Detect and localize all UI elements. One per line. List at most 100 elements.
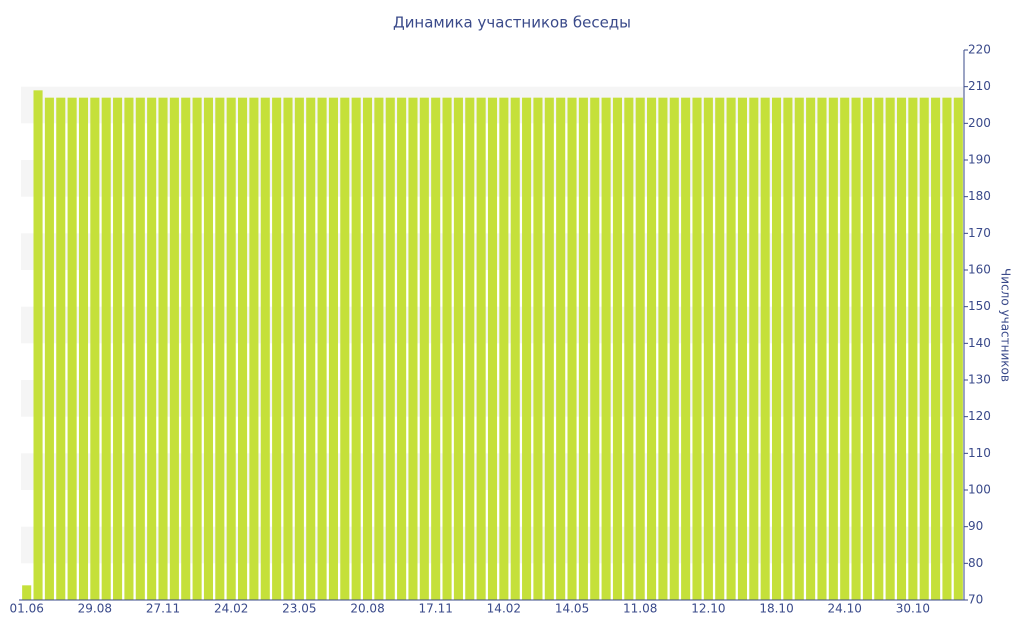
bar: [419, 97, 429, 601]
bar: [169, 97, 179, 601]
bar: [487, 97, 498, 601]
y-tick-label: 220: [968, 43, 991, 57]
bar: [351, 97, 361, 601]
bar: [294, 97, 304, 601]
bar: [749, 97, 759, 601]
x-tick-label: 12.10: [691, 602, 725, 616]
bar: [522, 97, 532, 601]
bar: [442, 97, 452, 601]
bar: [215, 97, 225, 601]
bar: [760, 97, 770, 601]
bar: [408, 97, 418, 601]
bar: [78, 97, 89, 601]
bar: [885, 97, 895, 601]
bar: [783, 97, 793, 601]
bar: [44, 97, 54, 601]
bar: [362, 97, 373, 601]
bar: [647, 97, 657, 601]
y-tick-label: 210: [968, 79, 991, 93]
bar: [181, 97, 191, 601]
bar: [238, 97, 248, 601]
x-tick-label: 01.06: [10, 602, 44, 616]
bar: [317, 97, 327, 601]
bar: [771, 97, 782, 601]
bar: [896, 97, 907, 601]
x-tick-label: 14.02: [487, 602, 521, 616]
bar: [806, 97, 816, 601]
bar: [908, 97, 918, 601]
bar: [556, 97, 566, 601]
bar: [476, 97, 486, 601]
y-tick-label: 90: [968, 519, 983, 533]
bar: [453, 97, 463, 601]
y-tick-label: 140: [968, 336, 991, 350]
bar: [124, 97, 134, 601]
x-tick-label: 14.05: [555, 602, 589, 616]
bar: [703, 97, 713, 601]
bar: [851, 97, 861, 601]
bar: [147, 97, 157, 601]
x-tick-label: 20.08: [350, 602, 384, 616]
bar: [737, 97, 747, 601]
x-tick-label: 11.08: [623, 602, 657, 616]
bar: [692, 97, 702, 601]
bar: [192, 97, 202, 601]
bar: [590, 97, 600, 601]
bar: [862, 97, 872, 601]
bar: [135, 97, 145, 601]
bar: [669, 97, 679, 601]
bar: [226, 97, 236, 601]
bar: [272, 97, 282, 601]
bar: [385, 97, 395, 601]
bar: [340, 97, 350, 601]
bar: [794, 97, 804, 601]
bar: [635, 97, 645, 601]
bar: [33, 90, 43, 600]
bar: [56, 97, 66, 601]
bar: [22, 585, 32, 600]
y-tick-label: 190: [968, 153, 991, 167]
bar: [249, 97, 259, 601]
x-tick-label: 27.11: [146, 602, 180, 616]
bar: [840, 97, 850, 601]
bar: [499, 97, 509, 601]
bar: [828, 97, 838, 601]
bar: [90, 97, 100, 601]
bar: [578, 97, 588, 601]
bar: [953, 97, 963, 601]
bar: [101, 97, 111, 601]
y-tick-label: 80: [968, 556, 983, 570]
bar: [113, 97, 123, 601]
x-tick-label: 17.11: [419, 602, 453, 616]
x-tick-label: 18.10: [759, 602, 793, 616]
bar: [931, 97, 941, 601]
y-tick-label: 180: [968, 189, 991, 203]
x-tick-label: 24.10: [828, 602, 862, 616]
bar: [203, 97, 214, 601]
bar: [306, 97, 316, 601]
bar: [283, 97, 293, 601]
y-tick-label: 200: [968, 116, 991, 130]
chart-title: Динамика участников беседы: [393, 14, 631, 32]
y-tick-label: 160: [968, 263, 991, 277]
y-tick-label: 110: [968, 446, 991, 460]
bar: [874, 97, 884, 601]
bar: [624, 97, 634, 601]
bar: [715, 97, 725, 601]
y-tick-label: 170: [968, 226, 991, 240]
bar: [374, 97, 384, 601]
bar: [817, 97, 827, 601]
bar: [533, 97, 543, 601]
bar: [397, 97, 407, 601]
bar: [726, 97, 736, 601]
bar: [612, 97, 623, 601]
y-tick-label: 150: [968, 299, 991, 313]
y-tick-label: 70: [968, 593, 983, 607]
bar: [510, 97, 520, 601]
bar: [544, 97, 554, 601]
bar: [919, 97, 929, 601]
y-tick-label: 120: [968, 409, 991, 423]
x-tick-label: 23.05: [282, 602, 316, 616]
bar: [328, 97, 338, 601]
x-tick-label: 29.08: [78, 602, 112, 616]
